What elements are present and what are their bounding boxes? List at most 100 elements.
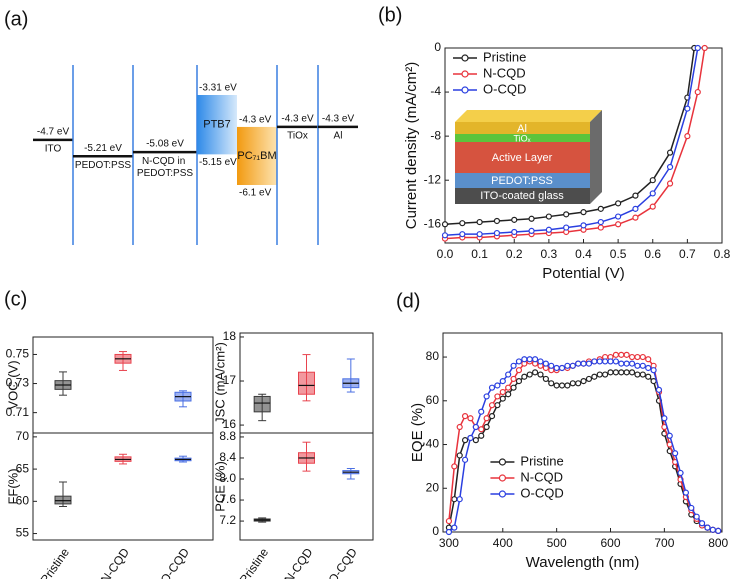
data-point [526, 371, 533, 378]
inset-active [455, 142, 590, 173]
data-point [563, 224, 570, 231]
x-tick-label: 300 [439, 536, 459, 550]
energy-label: -4.7 eV [37, 126, 70, 137]
legend-label: N-CQD [520, 469, 563, 484]
layer-name: PEDOT:PSS [75, 160, 131, 171]
data-point [632, 214, 639, 221]
x-axis-label: Wavelength (nm) [526, 554, 640, 571]
y-axis-label: FF(%) [5, 468, 20, 504]
data-point [528, 227, 535, 234]
data-point [628, 353, 636, 361]
x-tick-label: 400 [493, 536, 513, 550]
data-point [634, 362, 641, 369]
x-tick-label: N-CQD [98, 545, 132, 579]
legend-marker [461, 70, 469, 78]
inset-ito [455, 188, 590, 204]
data-point [467, 415, 474, 422]
legend-label: O-CQD [483, 81, 526, 96]
data-point [632, 205, 639, 212]
data-point [612, 351, 619, 358]
y-tick-label: 0.75 [6, 347, 30, 361]
y-tick-label: -12 [424, 172, 442, 186]
data-point [553, 364, 560, 372]
data-point [694, 88, 701, 96]
x-tick-label: O-CQD [325, 545, 360, 579]
data-point [655, 386, 663, 393]
data-point [569, 380, 576, 387]
data-point [478, 408, 485, 415]
data-point [612, 358, 619, 365]
data-point [510, 384, 517, 391]
series-line [448, 358, 719, 533]
data-point [545, 226, 552, 233]
series-line [444, 47, 699, 237]
y-tick-label: 0.71 [6, 405, 30, 419]
y-axis-label: VOC (V) [5, 360, 20, 409]
data-point [701, 44, 708, 52]
energy-label: -5.08 eV [146, 139, 184, 150]
data-point [607, 369, 614, 376]
data-point [618, 369, 625, 376]
data-point [532, 356, 539, 363]
data-point [499, 388, 506, 396]
data-point [459, 220, 466, 227]
data-point [618, 351, 625, 358]
data-point [493, 229, 501, 237]
x-tick-label: 600 [600, 536, 620, 550]
data-point [467, 434, 474, 442]
energy-label: -4.3 eV [239, 115, 272, 126]
y-tick-label: 20 [426, 480, 440, 494]
data-point [591, 373, 598, 380]
x-tick-label: 0.8 [714, 247, 731, 261]
y-tick-label: 8.0 [219, 471, 236, 485]
y-tick-label: 17 [223, 373, 237, 387]
x-tick-label: N-CQD [282, 545, 316, 579]
legend-marker [461, 54, 469, 62]
y-tick-label: 7.6 [219, 492, 236, 506]
data-point [532, 369, 539, 376]
data-point [499, 378, 506, 385]
box [253, 395, 271, 413]
energy-band [237, 126, 277, 185]
data-point [542, 375, 549, 383]
data-point [563, 211, 570, 218]
y-tick-label: 65 [16, 461, 30, 475]
data-point [602, 371, 609, 378]
data-point [661, 415, 668, 422]
y-tick-label: -8 [430, 128, 441, 142]
energy-label: -5.15 eV [199, 157, 237, 168]
data-point [564, 362, 571, 369]
data-point [478, 432, 485, 439]
data-point [564, 382, 571, 389]
data-point [461, 456, 469, 463]
data-point [461, 437, 469, 444]
x-tick-label: 0.1 [471, 247, 488, 261]
layer-name: N-CQD in PEDOT:PSS [137, 156, 193, 179]
data-point [649, 190, 656, 197]
data-point [548, 362, 555, 369]
y-tick-label: 40 [426, 437, 440, 451]
data-point [515, 367, 523, 374]
data-point [591, 358, 598, 365]
data-point [585, 360, 593, 367]
energy-band [197, 95, 237, 155]
y-tick-label: -4 [430, 84, 441, 98]
y-tick-label: 7.2 [219, 513, 236, 527]
data-point [693, 513, 700, 520]
x-tick-label: 0.7 [679, 247, 696, 261]
data-point [558, 382, 566, 389]
data-point [639, 371, 646, 378]
layer-name: TiOx [287, 131, 308, 142]
x-tick-label: 0.6 [644, 247, 661, 261]
data-point [580, 222, 587, 229]
layer-name: PC₇₁BM [237, 150, 276, 162]
x-tick-label: O-CQD [158, 545, 193, 579]
data-point [645, 373, 652, 380]
data-point [521, 356, 528, 363]
data-point [445, 528, 453, 536]
data-point [461, 412, 469, 420]
data-point [672, 450, 679, 457]
data-point [649, 203, 656, 210]
data-point [580, 209, 587, 216]
